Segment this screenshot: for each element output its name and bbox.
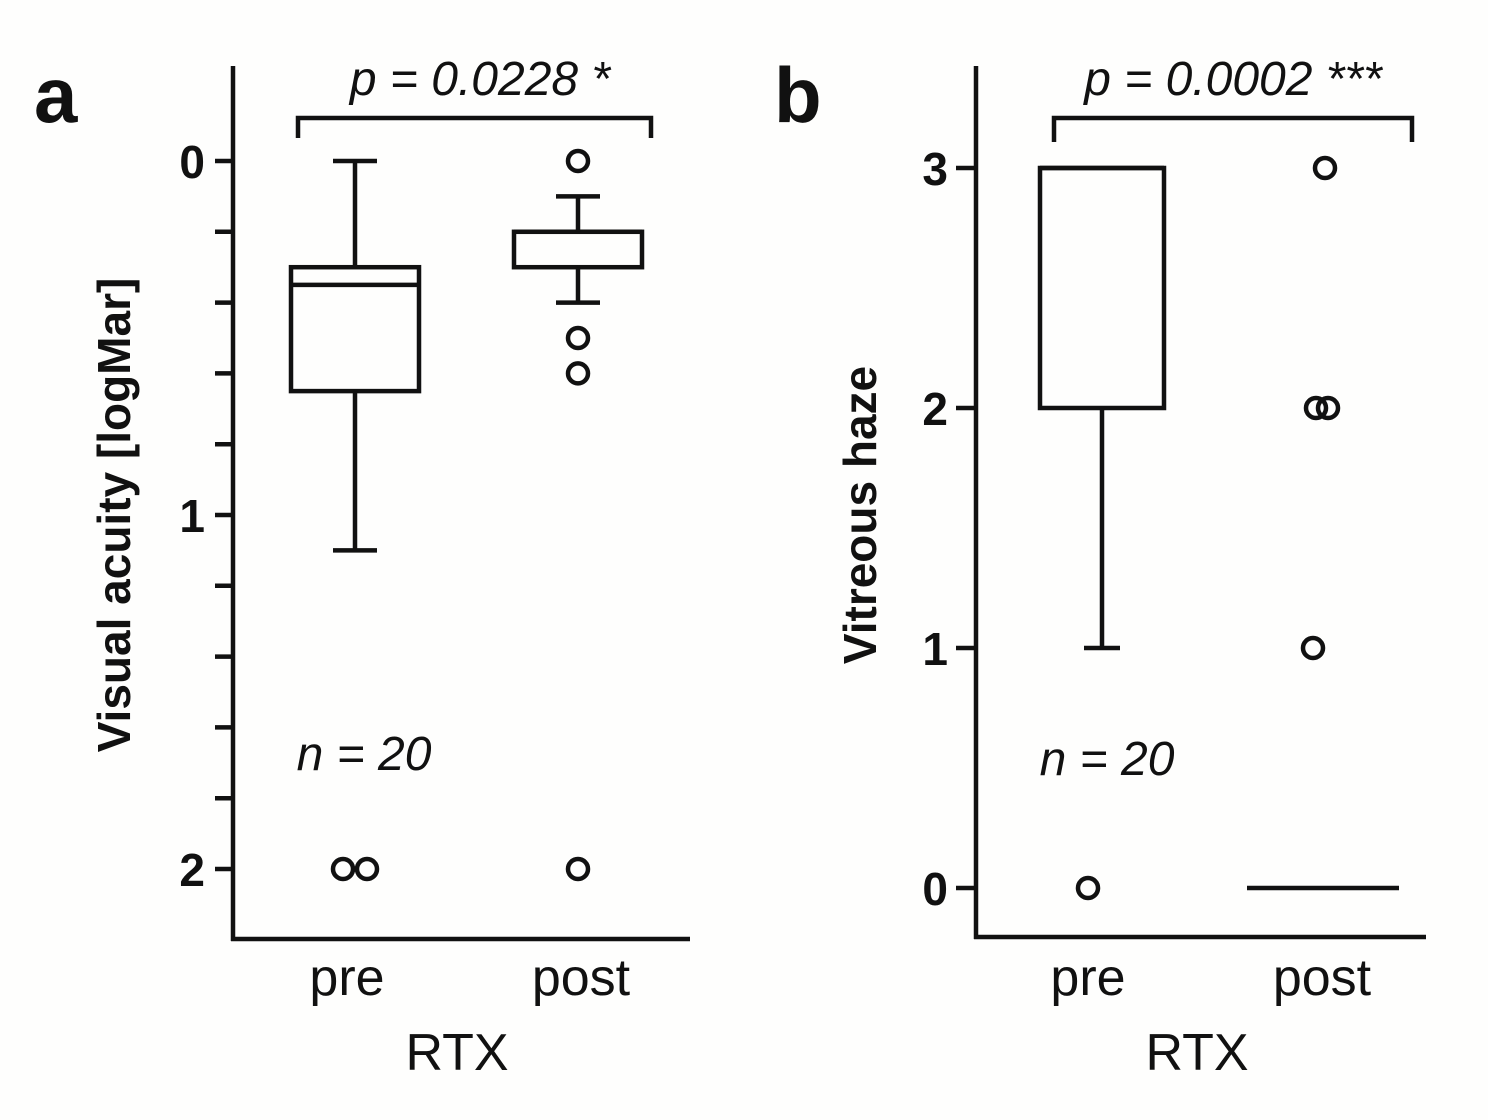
panel-a-outlier-pre bbox=[354, 856, 380, 882]
panel-b-tick-label: 3 bbox=[922, 143, 948, 195]
panel-a-box-post bbox=[511, 194, 645, 305]
panel-a-box-pre bbox=[288, 158, 422, 553]
panel-a-outlier-post bbox=[565, 361, 591, 386]
panel-a-outliers bbox=[330, 148, 591, 882]
panel-b-significance-bracket bbox=[1051, 115, 1415, 142]
panel-b-y-axis-title: Vitreous haze bbox=[834, 366, 886, 664]
panel-b-box-pre-iqr bbox=[1037, 165, 1167, 411]
panel-a-x-axis-title: RTX bbox=[405, 1024, 508, 1082]
panel-a-n-annotation: n = 20 bbox=[297, 728, 432, 781]
panel-a-significance-bracket bbox=[295, 115, 654, 138]
panel-a-ticks bbox=[215, 158, 233, 872]
panel-a-label: a bbox=[34, 51, 78, 139]
panel-b-outlier-pre bbox=[1075, 875, 1101, 901]
panel-b-box-pre bbox=[1037, 165, 1167, 651]
panel-b-tick-label: 0 bbox=[922, 863, 948, 915]
panel-a-significance-label: p = 0.0228 * bbox=[348, 53, 612, 106]
panel-b-outliers bbox=[1075, 155, 1341, 901]
panel-b-outlier-post bbox=[1312, 155, 1338, 181]
panel-a-tick-label: 1 bbox=[179, 490, 205, 542]
panel-a-box-post-iqr bbox=[511, 229, 645, 270]
panel-b-tick-label: 2 bbox=[922, 383, 948, 435]
panel-b-category-post: post bbox=[1273, 949, 1372, 1007]
panel-b-tick-label: 1 bbox=[922, 623, 948, 675]
panel-b-category-pre: pre bbox=[1050, 949, 1125, 1007]
panel-a-tick-labels: 0 1 2 bbox=[179, 136, 205, 896]
panel-b-ticks bbox=[956, 165, 976, 891]
panel-b-outlier-post bbox=[1300, 635, 1326, 661]
panel-b-x-axis-title: RTX bbox=[1145, 1024, 1248, 1082]
panel-a-outlier-post bbox=[565, 856, 591, 882]
panel-b-n-annotation: n = 20 bbox=[1040, 733, 1175, 786]
panel-b: b 0 1 2 3 Vitreous haze pre post RTX p = 0.… bbox=[774, 51, 1426, 1082]
panel-b-boxes bbox=[1037, 165, 1399, 891]
panel-a-category-pre: pre bbox=[309, 949, 384, 1007]
panel-a-boxes bbox=[288, 158, 645, 553]
panel-a: a 0 1 2 Visual acuity [logMar] pre post RT… bbox=[34, 51, 690, 1082]
panel-a-tick-label: 2 bbox=[179, 844, 205, 896]
panel-a-outlier-post bbox=[565, 325, 591, 351]
panel-b-significance-label: p = 0.0002 *** bbox=[1082, 53, 1383, 106]
panel-a-tick-label: 0 bbox=[179, 136, 205, 188]
panel-a-outlier-post bbox=[565, 148, 591, 174]
panel-b-outlier-post bbox=[1303, 395, 1329, 421]
panel-a-y-axis-title: Visual acuity [logMar] bbox=[88, 278, 140, 753]
panel-b-label: b bbox=[774, 51, 822, 139]
panel-b-outlier-post bbox=[1315, 395, 1341, 421]
panel-a-category-post: post bbox=[532, 949, 631, 1007]
panel-a-outlier-pre bbox=[330, 856, 356, 882]
panel-b-tick-labels: 0 1 2 3 bbox=[922, 143, 948, 915]
